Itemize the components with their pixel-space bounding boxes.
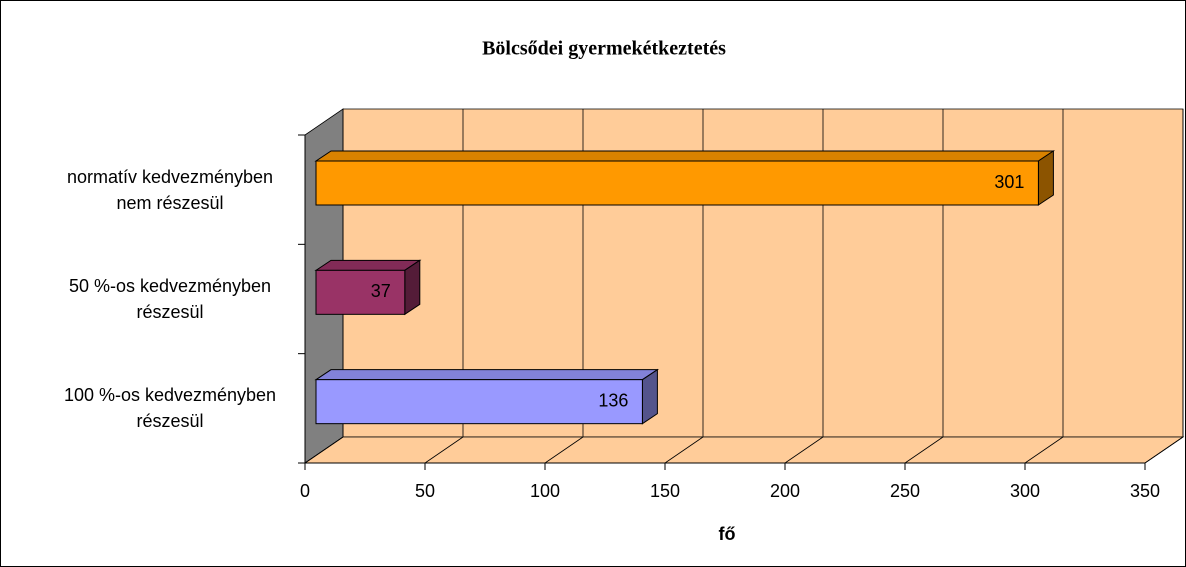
floor-grid-line [904, 436, 944, 464]
x-tick-label: 300 [1010, 481, 1040, 501]
bar-side [404, 259, 421, 316]
x-tick-label: 200 [770, 481, 800, 501]
floor [303, 436, 1185, 464]
floor-grid-line [544, 436, 584, 464]
floor-grid-line [304, 436, 344, 464]
bar-top [314, 259, 422, 271]
x-axis-label: fő [719, 524, 736, 544]
floor-grid-line [784, 436, 824, 464]
bar [315, 379, 643, 425]
floor-grid-line [664, 436, 704, 464]
bar-side [1037, 150, 1054, 206]
bar-side [641, 368, 658, 425]
floor-grid-line [1024, 436, 1064, 464]
floor-grid-line [424, 436, 464, 464]
bar [315, 160, 1039, 206]
y-tick-label: normatív kedvezményben nem részesül [66, 166, 274, 213]
x-tick-label: 150 [650, 481, 680, 501]
chart-title: Bölcsődei gyermekétkeztetés [482, 38, 726, 60]
y-tick-label: 100 %-os kedvezményben részesül [63, 385, 277, 432]
y-tick-label: 50 %-os kedvezményben részesül [68, 276, 272, 322]
bar-top [314, 369, 660, 381]
bar-top [314, 150, 1056, 162]
data-label: 301 [994, 172, 1024, 192]
x-tick-label: 50 [415, 481, 435, 501]
x-tick-label: 250 [890, 481, 920, 501]
data-label: 37 [371, 281, 391, 301]
x-tick-label: 100 [530, 481, 560, 501]
x-tick-label: 350 [1130, 481, 1160, 501]
floor-grid-line [1144, 436, 1184, 464]
x-tick-label: 0 [300, 481, 310, 501]
data-label: 136 [598, 390, 628, 410]
bar [315, 269, 406, 315]
